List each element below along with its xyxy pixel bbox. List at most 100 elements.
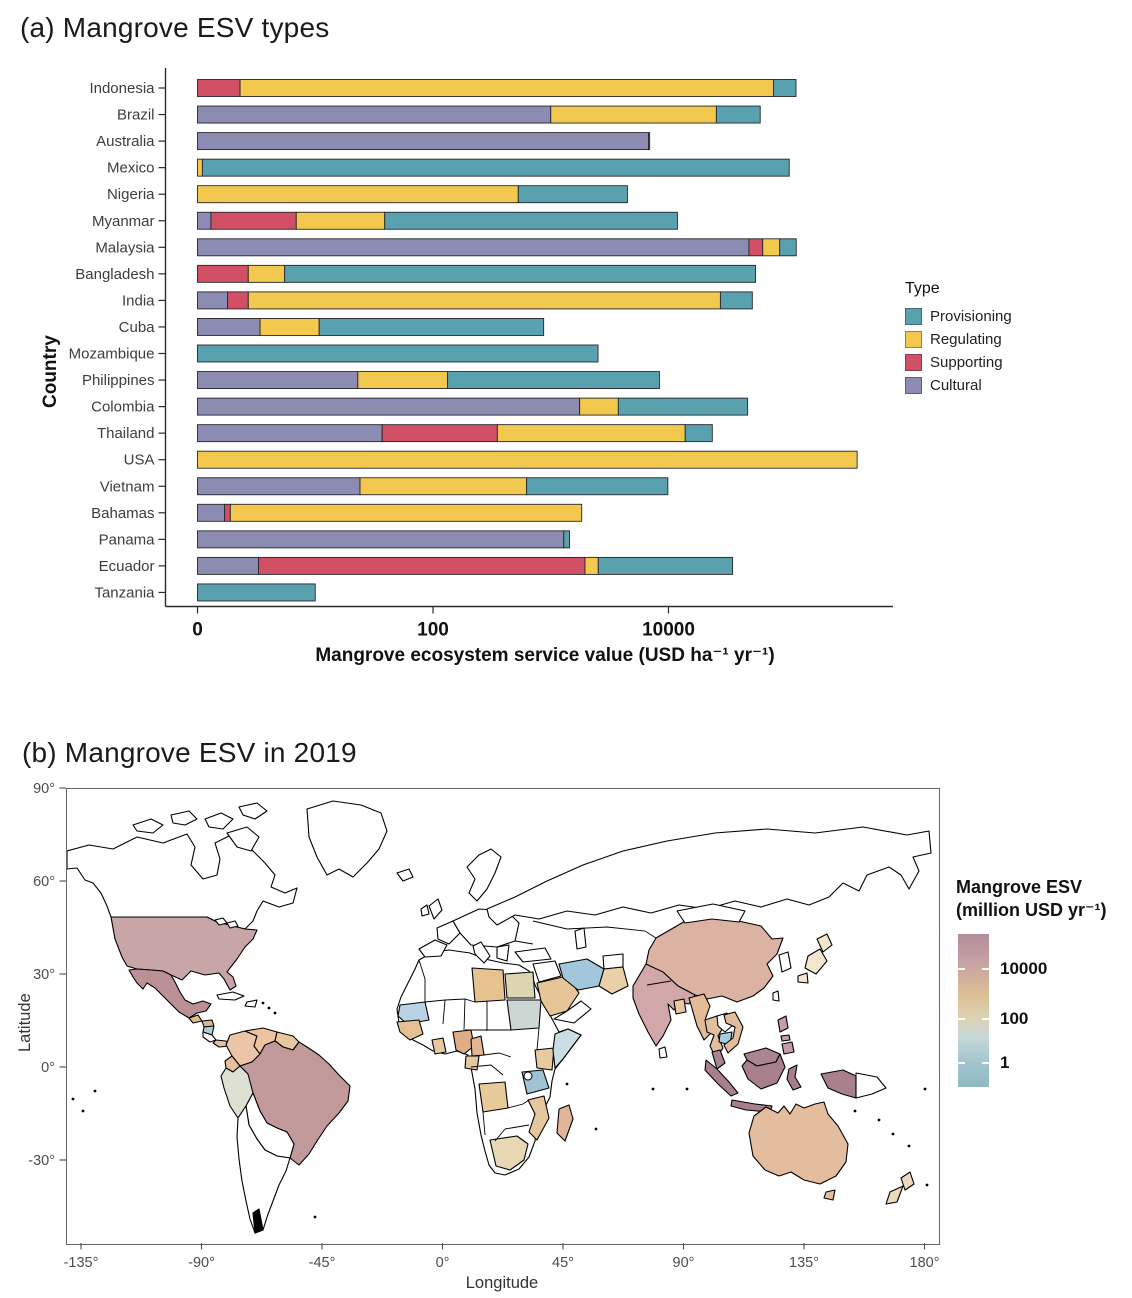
country-somalia (552, 1028, 582, 1069)
country-yemen-oman (553, 1000, 592, 1024)
legend-item-supporting: Supporting (905, 351, 1012, 374)
border-line-15 (514, 940, 534, 945)
bar-segment-cuba-provisioning (318, 318, 545, 336)
legend-swatch (905, 308, 922, 325)
bar-segment-colombia-provisioning (617, 397, 749, 416)
border-line-1 (424, 998, 476, 1003)
map-legend-title-1: Mangrove ESV (956, 877, 1083, 897)
map-legend: Mangrove ESV (million USD yr⁻¹) 10000 100… (956, 876, 1132, 1087)
country-south-africa (489, 1135, 529, 1171)
country-label: Colombia (91, 399, 155, 416)
small-island-4 (877, 1118, 881, 1122)
bar-y-axis-title: Country (40, 335, 61, 408)
bar-segment-ecuador-provisioning (597, 556, 734, 575)
small-island-2 (93, 1089, 97, 1093)
border-line-13 (532, 920, 657, 939)
bar-segment-thailand-cultural (197, 424, 383, 443)
bar-segment-vietnam-provisioning (526, 477, 669, 496)
country-hispaniola (244, 999, 258, 1008)
bar-segment-myanmar-cultural (197, 211, 212, 230)
bar-segment-myanmar-provisioning (384, 211, 678, 230)
country-label: Vietnam (100, 478, 155, 495)
country-label: Thailand (97, 425, 155, 442)
lat-tick-label: 60° (33, 874, 55, 890)
country-tasmania (823, 1189, 836, 1201)
country-france (436, 920, 461, 945)
bar-segment-mexico-provisioning (201, 158, 790, 177)
country-kenya (534, 1047, 555, 1071)
country-taiwan (772, 990, 780, 1002)
lake-victoria (523, 1071, 533, 1081)
small-island-6 (907, 1144, 911, 1148)
x-tick-label: 10000 (642, 620, 695, 641)
country-label: USA (124, 452, 155, 469)
country-bangladesh (673, 998, 687, 1015)
legend-label: Cultural (930, 377, 982, 394)
colorbar-label-10000: 10000 (1000, 959, 1048, 978)
bar-segment-malaysia-supporting (748, 238, 764, 257)
small-island-0 (71, 1097, 75, 1101)
map-legend-title-2: (million USD yr⁻¹) (956, 900, 1107, 920)
country-label: Panama (99, 531, 156, 548)
cb-tick-left (958, 1062, 965, 1064)
map-y-axis-title: Latitude (16, 993, 34, 1052)
bar-segment-usa-regulating (197, 450, 858, 469)
country-label: Bahamas (91, 505, 154, 522)
country-canada (66, 833, 298, 930)
country-korea (778, 951, 792, 973)
legend-item-regulating: Regulating (905, 328, 1012, 351)
lon-tick-label: -45° (309, 1255, 336, 1271)
colorbar-gradient (958, 934, 989, 1087)
bar-segment-india-provisioning (719, 291, 753, 310)
country-nz-south (885, 1185, 904, 1205)
bar-segment-indonesia-provisioning (773, 79, 797, 97)
map-x-axis-title: Longitude (465, 1274, 539, 1292)
cb-tick-left (958, 968, 965, 970)
bar-segment-mexico-regulating (197, 158, 203, 177)
colorbar-label-100: 100 (1000, 1009, 1029, 1028)
border-line-14 (646, 980, 672, 986)
small-island-12 (261, 1001, 265, 1005)
country-cuba (216, 991, 245, 1001)
lon-tick-label: 45° (552, 1255, 574, 1271)
country-arctic-island-2 (170, 810, 198, 826)
country-label: Nigeria (107, 186, 155, 203)
bar-segment-colombia-regulating (579, 397, 619, 416)
country-mexico (128, 968, 212, 1019)
country-iceland (396, 868, 414, 882)
map-colorbar: 10000 100 1 (956, 934, 1132, 1087)
country-libya (471, 967, 506, 1003)
legend-swatch (905, 331, 922, 348)
bar-segment-brazil-provisioning (715, 105, 761, 124)
country-vietnam (723, 1011, 744, 1054)
bar-segment-nigeria-provisioning (517, 185, 628, 204)
country-iberia (418, 939, 448, 958)
lon-tick-label: -135° (64, 1255, 99, 1271)
country-label: Myanmar (92, 213, 155, 230)
bar-segment-india-supporting (227, 291, 249, 310)
border-line-0 (418, 959, 426, 1002)
country-ireland (420, 904, 430, 917)
bar-legend: Type Provisioning Regulating Supporting Cul… (905, 280, 1012, 397)
bar-segment-bangladesh-provisioning (284, 264, 757, 283)
bar-segment-ecuador-regulating (584, 556, 599, 575)
legend-swatch (905, 354, 922, 371)
bar-segment-malaysia-provisioning (779, 238, 797, 257)
bar-segment-philippines-cultural (197, 371, 359, 389)
legend-item-provisioning: Provisioning (905, 305, 1012, 328)
border-line-2 (442, 999, 446, 1025)
country-indonesia-sulawesi (786, 1064, 802, 1091)
bar-segment-thailand-supporting (381, 424, 498, 443)
bar-legend-items: Provisioning Regulating Supporting Cultural (905, 305, 1012, 397)
country-label: Australia (96, 133, 155, 150)
small-island-14 (273, 1011, 277, 1015)
country-arctic-island-4 (238, 802, 268, 820)
bar-segment-indonesia-regulating (239, 79, 774, 97)
bar-segment-brazil-cultural (197, 105, 552, 124)
small-island-7 (923, 1087, 927, 1091)
lon-tick-label: 0° (436, 1255, 450, 1271)
legend-swatch (905, 377, 922, 394)
lon-tick-label: -90° (188, 1255, 215, 1271)
legend-label: Regulating (930, 331, 1002, 348)
bar-segment-thailand-regulating (496, 424, 686, 443)
